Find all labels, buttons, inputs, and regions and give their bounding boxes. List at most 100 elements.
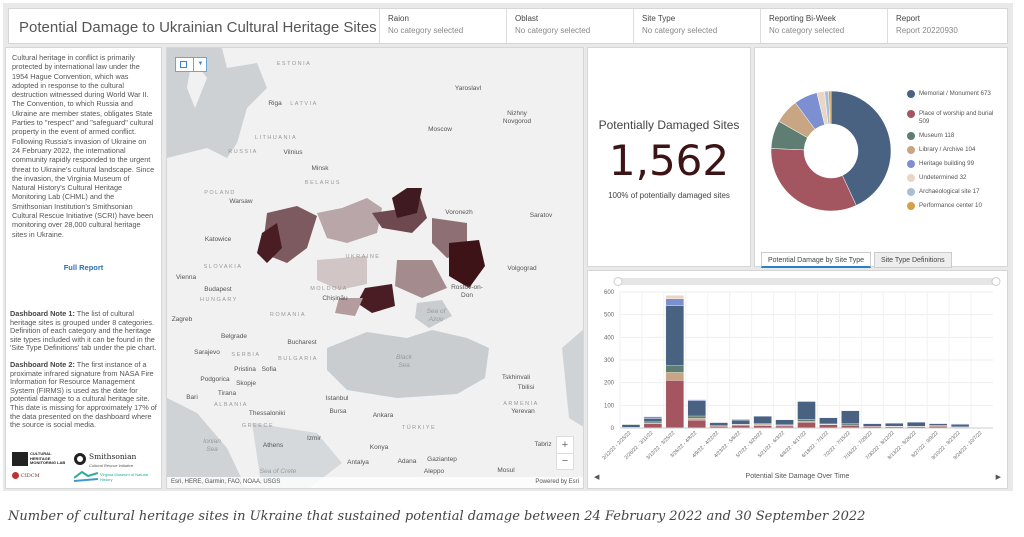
note1-text: The list of cultural heritage sites is g… [10, 309, 157, 353]
bar-segment[interactable] [665, 372, 684, 381]
powered-by-esri[interactable]: Powered by Esri [535, 479, 579, 485]
map-label: Nizhny Novgorod [502, 110, 532, 125]
legend-label: Heritage building 99 [919, 160, 975, 167]
y-tick-label: 200 [604, 381, 615, 387]
range-handle-right[interactable] [991, 277, 1001, 286]
map-label: Vilnius [283, 149, 303, 156]
bar-segment[interactable] [731, 419, 750, 421]
smithsonian-sun-icon [74, 453, 86, 465]
filter-site-type[interactable]: Site Type No category selected [633, 9, 760, 43]
country-label: TÜRKIYE [401, 425, 437, 431]
bar-segment[interactable] [797, 419, 816, 422]
full-report-link[interactable]: Full Report [63, 262, 104, 272]
bar-segment[interactable] [643, 423, 663, 429]
bar-segment[interactable] [665, 295, 684, 299]
map-view[interactable]: ▼ Yaroslavl Nizhny Novgorod Moscow Riga … [166, 47, 584, 489]
legend-swatch [907, 110, 915, 118]
range-slider[interactable] [616, 278, 999, 285]
bar-segment[interactable] [929, 423, 948, 426]
legend-item[interactable]: Memorial / Monument 673 [907, 90, 999, 98]
donut-chart[interactable] [755, 78, 905, 228]
bar-segment[interactable] [950, 424, 970, 428]
vmnh-mountain-icon [74, 470, 98, 482]
zoom-in-button[interactable]: + [557, 437, 573, 454]
bar-segment[interactable] [621, 424, 641, 428]
bar-segment[interactable] [665, 380, 684, 429]
bar-segment[interactable] [819, 417, 838, 425]
bar-segment[interactable] [687, 399, 706, 401]
map-label: Tirana [217, 390, 237, 397]
bar-segment[interactable] [819, 424, 838, 429]
country-label: SERBIA [231, 352, 261, 358]
bar-segment[interactable] [753, 416, 772, 424]
country-label: POLAND [204, 190, 236, 196]
country-label: RUSSIA [228, 149, 258, 155]
legend-item[interactable]: Heritage building 99 [907, 160, 999, 168]
donut-slice[interactable] [828, 90, 832, 125]
map-label: Mosul [497, 467, 515, 474]
bar-segment[interactable] [841, 410, 860, 424]
map-label: Katowice [204, 236, 232, 243]
bar-segment[interactable] [687, 400, 706, 417]
bar-segment[interactable] [687, 419, 706, 429]
map-label: Vienna [175, 274, 197, 281]
legend-item[interactable]: Performance center 10 [907, 202, 999, 210]
layer-toggle-button[interactable]: ▼ [175, 57, 207, 72]
country-label: BELARUS [304, 180, 342, 186]
scroll-left-icon[interactable]: ◀ [594, 474, 600, 481]
zoom-out-button[interactable]: − [561, 455, 569, 467]
donut-slice[interactable] [830, 90, 892, 206]
partner-logos: CULTURAL HERITAGE MONITORING LAB Smithso… [12, 450, 158, 486]
scroll-right-icon[interactable]: ▶ [995, 474, 1001, 481]
bar-segment[interactable] [885, 423, 904, 427]
vmnh-logo-text: Virginia Museum of Natural History [100, 472, 149, 482]
legend-item[interactable]: Archaeological site 17 [907, 188, 999, 196]
donut-slice[interactable] [770, 148, 857, 212]
filter-value: No category selected [515, 26, 591, 35]
bar-segment[interactable] [731, 419, 750, 425]
y-tick-label: 100 [604, 403, 615, 409]
filter-oblast[interactable]: Oblast No category selected [506, 9, 633, 43]
bar-segment[interactable] [665, 305, 684, 366]
filter-bi-week[interactable]: Reporting Bi-Week No category selected [760, 9, 887, 43]
filter-report[interactable]: Report Report 20220930 [887, 9, 1007, 43]
map-label: Thessaloniki [248, 410, 286, 417]
bar-segment[interactable] [643, 416, 663, 419]
bar-segment[interactable] [665, 298, 684, 306]
bar-segment[interactable] [643, 418, 663, 423]
bar-segment[interactable] [907, 421, 926, 427]
chevron-down-icon: ▼ [193, 58, 207, 71]
bar-segment[interactable] [643, 421, 663, 424]
note2-text: The first instance of a proximate infrar… [10, 359, 157, 430]
legend-icon [180, 61, 187, 68]
filter-raion[interactable]: Raion No category selected [379, 9, 506, 43]
tab-site-type-definitions[interactable]: Site Type Definitions [874, 252, 952, 268]
attribution-bar: Esri, HERE, Garmin, FAO, NOAA, USGS Powe… [167, 477, 583, 488]
country-label: GREECE [241, 423, 275, 429]
chart-title: Potential Site Damage Over Time [745, 473, 850, 480]
intro-text: Cultural heritage in conflict is primari… [12, 53, 155, 239]
map-label: Sarajevo [194, 349, 220, 356]
bar-segment[interactable] [797, 401, 816, 420]
bar-segment[interactable] [797, 422, 816, 429]
bar-segment[interactable] [753, 424, 772, 426]
legend-label: Museum 118 [919, 132, 955, 139]
bar-segment[interactable] [665, 365, 684, 373]
bar-segment[interactable] [841, 423, 860, 426]
map-label: Bucharest [287, 339, 317, 346]
range-handle-left[interactable] [613, 277, 623, 286]
bar-segment[interactable] [863, 423, 882, 427]
tab-damage-by-site-type[interactable]: Potential Damage by Site Type [761, 252, 871, 268]
bar-segment[interactable] [687, 418, 706, 421]
legend-item[interactable]: Library / Archive 104 [907, 146, 999, 154]
legend-item[interactable]: Museum 118 [907, 132, 999, 140]
chml-logo-icon [12, 452, 28, 466]
damage-choropleth[interactable] [257, 188, 485, 316]
dashboard: Potential Damage to Ukrainian Cultural H… [3, 3, 1013, 491]
bar-segment[interactable] [709, 422, 728, 426]
bar-segment[interactable] [687, 415, 706, 419]
bar-segment[interactable] [775, 419, 794, 425]
legend-item[interactable]: Place of worship and burial 509 [907, 110, 999, 125]
legend-item[interactable]: Undetermined 32 [907, 174, 999, 182]
